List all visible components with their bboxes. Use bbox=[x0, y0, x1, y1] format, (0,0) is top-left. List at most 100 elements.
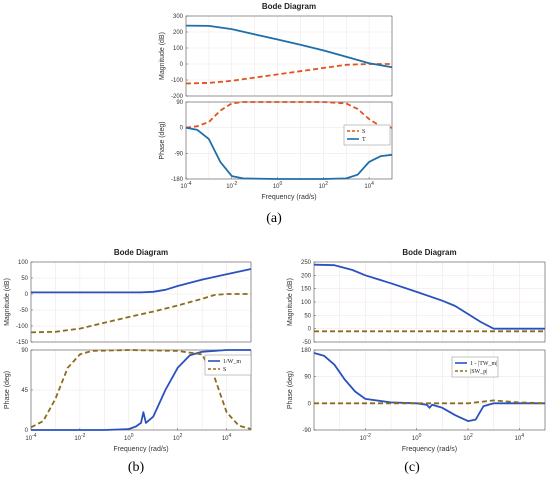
y-tick-label: -100 bbox=[171, 78, 184, 84]
y-tick-label: 0 bbox=[308, 401, 312, 407]
series-line-1 bbox=[185, 24, 393, 69]
x-axis-label: Frequency (rad/s) bbox=[113, 446, 168, 453]
y-tick-label: 100 bbox=[18, 260, 29, 266]
y-tick-label: -90 bbox=[302, 428, 311, 434]
y-tick-label: 0 bbox=[25, 428, 29, 434]
magnitude-axes: 300 200 100 0 -100 -200 Magnitude (dB) bbox=[159, 14, 393, 100]
legend: 1/W_m S bbox=[204, 354, 252, 376]
phase-ylabel: Phase (deg) bbox=[4, 371, 11, 409]
legend-entry: T bbox=[362, 137, 366, 143]
x-tick-label: 102 bbox=[463, 433, 473, 442]
series-line-0 bbox=[185, 63, 392, 85]
legend-entry: 1 - |TW_m| bbox=[470, 361, 497, 367]
y-tick-label: 250 bbox=[301, 260, 312, 266]
chart-panel-c: Bode Diagram 250 200 150 100 50 0 -50 Magnitude … bbox=[287, 248, 546, 453]
magnitude-ylabel: Magnitude (dB) bbox=[287, 278, 294, 326]
y-tick-label: -150 bbox=[16, 340, 29, 346]
x-tick-label: 100 bbox=[273, 181, 283, 190]
x-tick-label: 104 bbox=[364, 181, 374, 190]
magnitude-axes-frame bbox=[185, 15, 393, 97]
figure-label-c: (c) bbox=[404, 460, 420, 475]
x-tick-label: 100 bbox=[412, 433, 422, 442]
phase-axes: 90 45 0 Phase (deg) 1/W_m S bbox=[4, 348, 252, 434]
magnitude-plot-area bbox=[186, 16, 392, 96]
x-tick-label: 102 bbox=[173, 433, 183, 442]
x-tick-label: 102 bbox=[319, 181, 329, 190]
chart-title: Bode Diagram bbox=[114, 248, 168, 257]
y-tick-label: -100 bbox=[16, 324, 29, 330]
legend-entry: S bbox=[223, 367, 226, 373]
y-tick-label: 150 bbox=[301, 287, 312, 293]
y-tick-label: 90 bbox=[21, 348, 28, 354]
phase-axes-frame bbox=[313, 349, 546, 431]
series-line-1 bbox=[30, 293, 251, 334]
series-line-1 bbox=[314, 399, 546, 405]
x-tick-label: 10-2 bbox=[360, 433, 371, 442]
phase-plot-area bbox=[314, 350, 545, 430]
series-line-1 bbox=[30, 349, 252, 430]
y-tick-label: 50 bbox=[21, 276, 28, 282]
chart-title: Bode Diagram bbox=[262, 2, 316, 11]
x-tick-label: 10-4 bbox=[180, 181, 191, 190]
series-line-0 bbox=[31, 349, 251, 431]
y-tick-label: -90 bbox=[174, 151, 183, 157]
y-tick-label: 50 bbox=[304, 313, 311, 319]
chart-title: Bode Diagram bbox=[402, 248, 456, 257]
y-tick-label: 200 bbox=[301, 273, 312, 279]
legend-box bbox=[451, 356, 499, 378]
legend-entry: S bbox=[362, 129, 365, 135]
legend: ST bbox=[343, 124, 391, 146]
magnitude-ylabel: Magnitude (dB) bbox=[159, 32, 166, 80]
y-tick-label: -180 bbox=[171, 177, 184, 183]
x-axis: 10-2 100 102 104 Frequency (rad/s) bbox=[360, 428, 525, 453]
legend-entry: |SW_p| bbox=[470, 369, 487, 375]
figure-label-b: (b) bbox=[128, 460, 145, 475]
x-tick-label: 104 bbox=[222, 433, 232, 442]
y-tick-label: -200 bbox=[171, 94, 184, 100]
magnitude-axes: 100 50 0 -50 -100 -150 Magnitude (dB) bbox=[4, 260, 252, 346]
series-line-0 bbox=[313, 263, 545, 330]
x-tick-label: 100 bbox=[124, 433, 134, 442]
y-tick-label: 90 bbox=[176, 100, 183, 106]
magnitude-ylabel: Magnitude (dB) bbox=[4, 278, 11, 326]
y-tick-label: 45 bbox=[21, 388, 28, 394]
figure-label-a: (a) bbox=[266, 211, 282, 226]
x-axis: 10-4 10-2 100 102 104 Frequency (rad/s) bbox=[180, 177, 374, 201]
legend: 1 - |TW_m| |SW_p| bbox=[451, 356, 499, 378]
x-axis: 10-4 10-2 100 102 104 Frequency (rad/s) bbox=[25, 428, 232, 453]
x-tick-label: 10-4 bbox=[25, 433, 36, 442]
y-tick-label: -50 bbox=[19, 308, 28, 314]
series-line-0 bbox=[313, 352, 545, 422]
y-tick-label: 0 bbox=[180, 126, 184, 132]
chart-panel-a: Bode Diagram 300 200 100 0 -100 -200 Magnitude … bbox=[159, 2, 393, 201]
y-tick-label: 100 bbox=[301, 300, 312, 306]
y-tick-label: 300 bbox=[173, 14, 184, 20]
phase-axes: 90 0 -90 -180 Phase (deg) ST bbox=[159, 100, 393, 183]
chart-panel-b: Bode Diagram 100 50 0 -50 -100 -150 Magnitude (… bbox=[4, 248, 252, 453]
legend-box bbox=[343, 124, 391, 146]
x-tick-label: 104 bbox=[515, 433, 525, 442]
y-tick-label: 180 bbox=[301, 348, 312, 354]
y-tick-label: 0 bbox=[25, 292, 29, 298]
y-tick-label: 0 bbox=[180, 62, 184, 68]
y-tick-label: -50 bbox=[302, 340, 311, 346]
y-tick-label: 100 bbox=[173, 46, 184, 52]
x-axis-label: Frequency (rad/s) bbox=[402, 446, 457, 453]
series-line-0 bbox=[31, 268, 252, 294]
legend-box bbox=[204, 354, 252, 376]
magnitude-plot-area bbox=[31, 262, 251, 342]
x-axis-label: Frequency (rad/s) bbox=[261, 194, 316, 201]
y-tick-label: 0 bbox=[308, 327, 312, 333]
x-tick-label: 10-2 bbox=[226, 181, 237, 190]
series-line-0 bbox=[185, 101, 393, 129]
x-tick-label: 10-2 bbox=[74, 433, 85, 442]
y-tick-label: 90 bbox=[304, 375, 311, 381]
phase-ylabel: Phase (deg) bbox=[159, 121, 166, 159]
legend-entry: 1/W_m bbox=[223, 359, 241, 365]
y-tick-label: 200 bbox=[173, 30, 184, 36]
magnitude-axes-frame bbox=[30, 261, 252, 343]
phase-axes: 180 90 0 -90 Phase (deg) 1 - |TW_m| |SW_p| bbox=[287, 348, 546, 434]
phase-ylabel: Phase (deg) bbox=[287, 371, 294, 409]
magnitude-axes: 250 200 150 100 50 0 -50 Magnitude (dB) bbox=[287, 260, 546, 346]
